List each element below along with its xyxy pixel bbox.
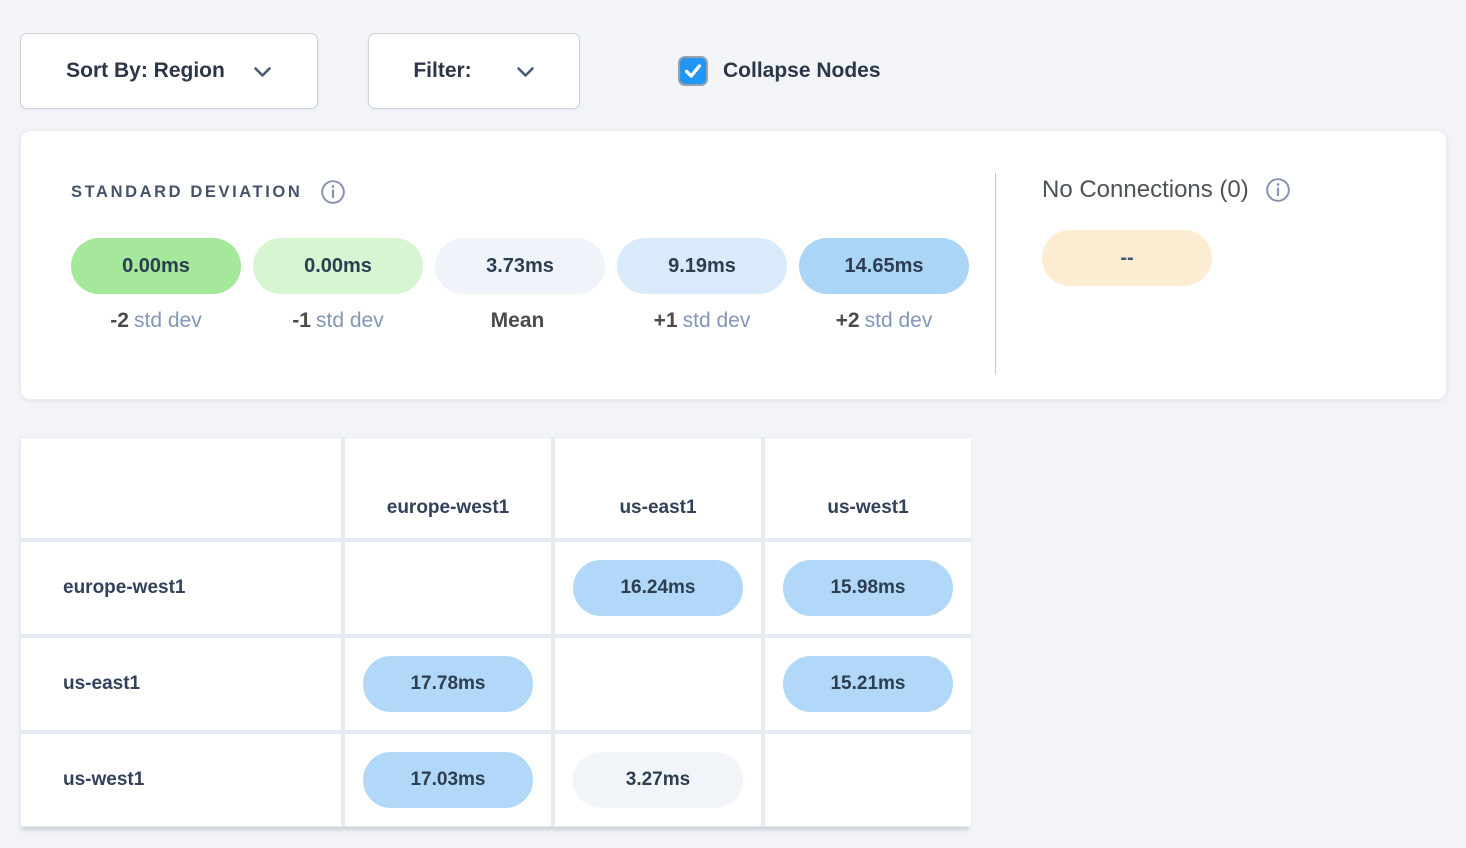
latency-matrix: europe-west1 us-east1 us-west1 europe-we… [20,437,971,827]
matrix-cell: 16.24ms [555,542,761,634]
no-connections-pill: -- [1042,230,1212,286]
legend-label: +2 std dev [835,309,933,332]
checkmark-icon [684,64,702,78]
latency-pill: 17.03ms [363,752,533,808]
column-header: us-east1 [555,438,761,538]
matrix-cell: 15.98ms [765,542,971,634]
legend-pill: 3.73ms [435,238,605,294]
no-connections-title: No Connections (0) [1042,176,1249,203]
chevron-down-icon [253,66,272,79]
vertical-divider [995,173,996,374]
matrix-cell: 17.03ms [345,734,551,826]
info-icon[interactable] [320,179,346,205]
matrix-cell: 3.27ms [555,734,761,826]
matrix-cell [345,542,551,634]
filter-label: Filter: [413,59,472,82]
toolbar: Sort By: Region Filter: Collapse Nodes [20,33,1447,109]
page: Sort By: Region Filter: Collapse Nodes S… [20,33,1447,827]
latency-pill: 17.78ms [363,656,533,712]
latency-pill: 3.27ms [573,752,743,808]
legend-pill: 9.19ms [617,238,787,294]
latency-pill: 15.98ms [783,560,953,616]
collapse-nodes-toggle[interactable]: Collapse Nodes [678,56,881,86]
legend-item: 3.73ms Mean [435,238,605,333]
sort-by-dropdown[interactable]: Sort By: Region [20,33,318,109]
row-header: us-east1 [21,638,341,730]
row-header: us-west1 [21,734,341,826]
column-header: us-west1 [765,438,971,538]
legend-label: -2 std dev [110,309,202,332]
collapse-nodes-label: Collapse Nodes [723,59,881,82]
legend-pill: 14.65ms [799,238,969,294]
matrix-cell: 17.78ms [345,638,551,730]
filter-dropdown[interactable]: Filter: [368,33,580,109]
legend-label: Mean [490,309,545,332]
legend-item: 14.65ms +2 std dev [799,238,969,333]
legend-item: 0.00ms -2 std dev [71,238,241,333]
matrix-cell: 15.21ms [765,638,971,730]
standard-deviation-title: STANDARD DEVIATION [71,182,303,201]
column-header: europe-west1 [345,438,551,538]
legend-label: -1 std dev [292,309,384,332]
legend-item: 9.19ms +1 std dev [617,238,787,333]
matrix-corner-cell [21,438,341,538]
legend-pill: 0.00ms [253,238,423,294]
legend-label: +1 std dev [653,309,751,332]
sort-by-label: Sort By: Region [66,59,225,82]
no-connections-panel: No Connections (0) -- [996,131,1446,399]
collapse-nodes-checkbox[interactable] [678,56,708,86]
matrix-cell [765,734,971,826]
latency-pill: 16.24ms [573,560,743,616]
chevron-down-icon [516,66,535,79]
std-dev-legend: 0.00ms -2 std dev 0.00ms -1 std dev 3.73ms… [71,238,995,333]
legend-pill: 0.00ms [71,238,241,294]
latency-pill: 15.21ms [783,656,953,712]
matrix-cell [555,638,761,730]
info-icon[interactable] [1265,177,1291,203]
row-header: europe-west1 [21,542,341,634]
standard-deviation-panel: STANDARD DEVIATION 0.00ms -2 std dev 0.00… [21,131,995,399]
legend-item: 0.00ms -1 std dev [253,238,423,333]
stats-card: STANDARD DEVIATION 0.00ms -2 std dev 0.00… [20,130,1447,400]
